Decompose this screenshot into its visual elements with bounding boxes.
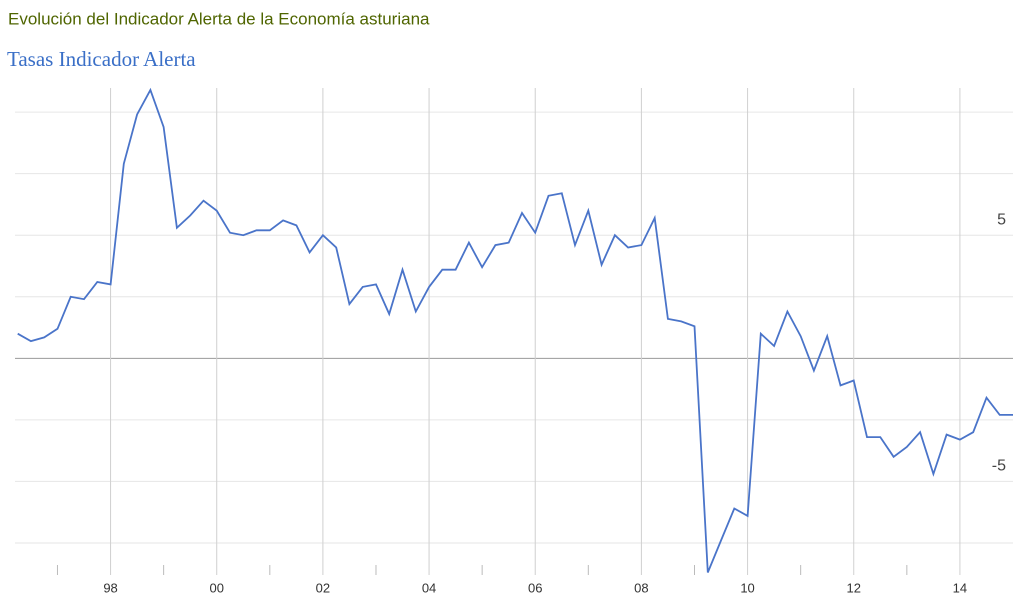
x-tick-label: 00 — [209, 580, 223, 595]
x-tick-label: 04 — [422, 580, 436, 595]
x-tick-label: 08 — [634, 580, 648, 595]
x-tick-label: 06 — [528, 580, 542, 595]
x-tick-label: 02 — [316, 580, 330, 595]
y-tick-label: 5 — [997, 211, 1006, 228]
y-tick-label: -5 — [992, 458, 1006, 475]
series-line — [17, 87, 1013, 573]
chart-subtitle: Tasas Indicador Alerta — [7, 47, 196, 71]
chart-title: Evolución del Indicador Alerta de la Eco… — [8, 9, 430, 28]
x-tick-label: 12 — [847, 580, 861, 595]
x-tick-label: 98 — [103, 580, 117, 595]
x-tick-label: 14 — [953, 580, 967, 595]
x-tick-label: 10 — [740, 580, 754, 595]
